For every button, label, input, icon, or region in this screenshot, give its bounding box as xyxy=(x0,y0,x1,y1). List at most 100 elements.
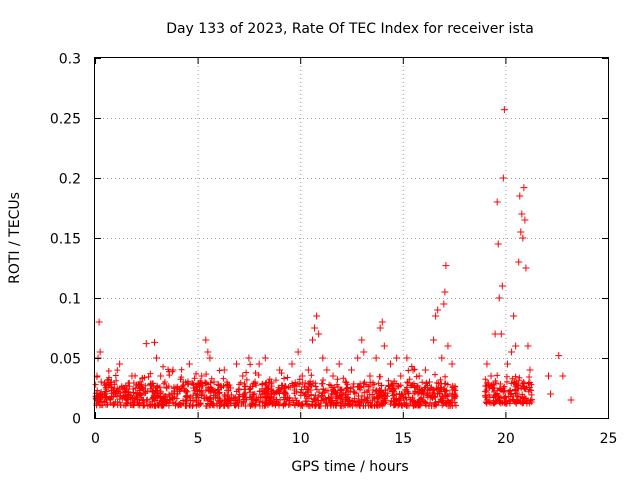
data-point xyxy=(335,360,343,368)
y-axis-ticks: 0 0.05 0.1 0.15 0.2 0.25 0.3 xyxy=(50,52,608,428)
data-point xyxy=(261,354,269,362)
data-point xyxy=(425,378,433,386)
x-tick-label: 0 xyxy=(91,431,100,447)
data-point xyxy=(185,360,193,368)
x-tick-label: 20 xyxy=(497,431,515,447)
data-point xyxy=(329,372,337,380)
data-point xyxy=(323,366,331,374)
chart-title: Day 133 of 2023, Rate Of TEC Index for r… xyxy=(166,21,534,37)
data-point xyxy=(132,390,140,398)
data-point xyxy=(157,372,165,380)
data-point xyxy=(319,354,327,362)
data-point xyxy=(348,366,355,374)
grid-lines xyxy=(95,58,608,418)
data-point xyxy=(226,384,234,392)
data-point xyxy=(146,380,154,388)
data-point xyxy=(386,360,394,368)
data-point xyxy=(512,342,520,350)
data-point xyxy=(444,342,452,350)
data-point xyxy=(430,336,438,344)
data-point xyxy=(376,324,384,332)
data-point xyxy=(403,354,411,362)
x-axis-label: GPS time / hours xyxy=(291,459,408,475)
data-point xyxy=(521,216,529,224)
data-point xyxy=(96,348,104,356)
data-point xyxy=(304,366,312,374)
data-point xyxy=(440,300,448,308)
data-point xyxy=(97,378,105,386)
data-point xyxy=(421,366,429,374)
y-axis-label: ROTI / TECUs xyxy=(7,192,23,284)
data-point xyxy=(516,192,524,200)
data-point xyxy=(508,348,516,356)
data-point xyxy=(214,380,222,388)
data-point xyxy=(432,312,440,320)
data-point xyxy=(497,330,505,338)
y-tick-label: 0.15 xyxy=(50,232,81,248)
data-point xyxy=(366,372,374,380)
x-tick-label: 25 xyxy=(600,431,618,447)
data-point xyxy=(448,360,456,368)
data-point xyxy=(151,338,159,346)
data-point xyxy=(442,262,450,270)
data-point xyxy=(341,378,349,386)
data-point xyxy=(173,390,181,398)
data-point xyxy=(520,184,528,192)
data-point xyxy=(547,390,555,398)
data-point xyxy=(438,354,446,362)
data-point xyxy=(518,210,526,218)
data-point xyxy=(555,352,563,360)
data-point xyxy=(510,312,518,320)
data-point xyxy=(92,392,100,400)
data-point xyxy=(380,342,388,350)
data-point xyxy=(189,384,197,392)
data-point xyxy=(311,324,319,332)
data-point xyxy=(500,106,508,114)
data-point xyxy=(315,330,323,338)
data-point xyxy=(179,378,187,386)
data-point xyxy=(142,340,150,348)
data-point xyxy=(298,372,306,380)
data-point xyxy=(202,336,210,344)
data-point xyxy=(313,312,321,320)
data-point xyxy=(206,354,214,362)
data-point xyxy=(255,360,263,368)
data-point xyxy=(153,354,161,362)
data-point xyxy=(309,336,317,344)
y-tick-label: 0.1 xyxy=(59,292,81,308)
data-point xyxy=(210,378,218,386)
data-point-cloud xyxy=(92,361,459,409)
data-point xyxy=(169,366,177,374)
y-tick-label: 0.05 xyxy=(50,352,81,368)
data-point xyxy=(294,348,302,356)
data-point xyxy=(267,378,275,386)
x-axis-ticks: 0 5 10 15 20 25 xyxy=(91,58,617,447)
x-tick-label: 5 xyxy=(194,431,203,447)
data-point xyxy=(515,258,523,266)
data-point xyxy=(122,384,130,392)
data-point xyxy=(519,234,527,242)
data-point xyxy=(112,390,120,398)
data-point xyxy=(503,360,511,368)
data-point xyxy=(415,372,423,380)
y-tick-label: 0.3 xyxy=(59,52,81,68)
y-tick-label: 0.25 xyxy=(50,112,81,128)
data-point xyxy=(434,306,442,314)
data-point xyxy=(378,318,386,326)
data-point xyxy=(198,372,206,380)
data-point xyxy=(494,240,502,248)
data-point xyxy=(499,174,507,182)
data-point xyxy=(276,366,284,374)
data-point xyxy=(95,318,103,326)
data-point xyxy=(495,294,503,302)
data-point xyxy=(522,264,530,272)
data-point xyxy=(288,360,296,368)
data-point xyxy=(107,378,115,386)
y-tick-label: 0 xyxy=(72,412,81,428)
data-density-bands xyxy=(92,361,535,409)
y-tick-label: 0.2 xyxy=(59,172,81,188)
data-point xyxy=(393,354,401,362)
data-point xyxy=(136,378,144,386)
data-point xyxy=(517,228,525,236)
